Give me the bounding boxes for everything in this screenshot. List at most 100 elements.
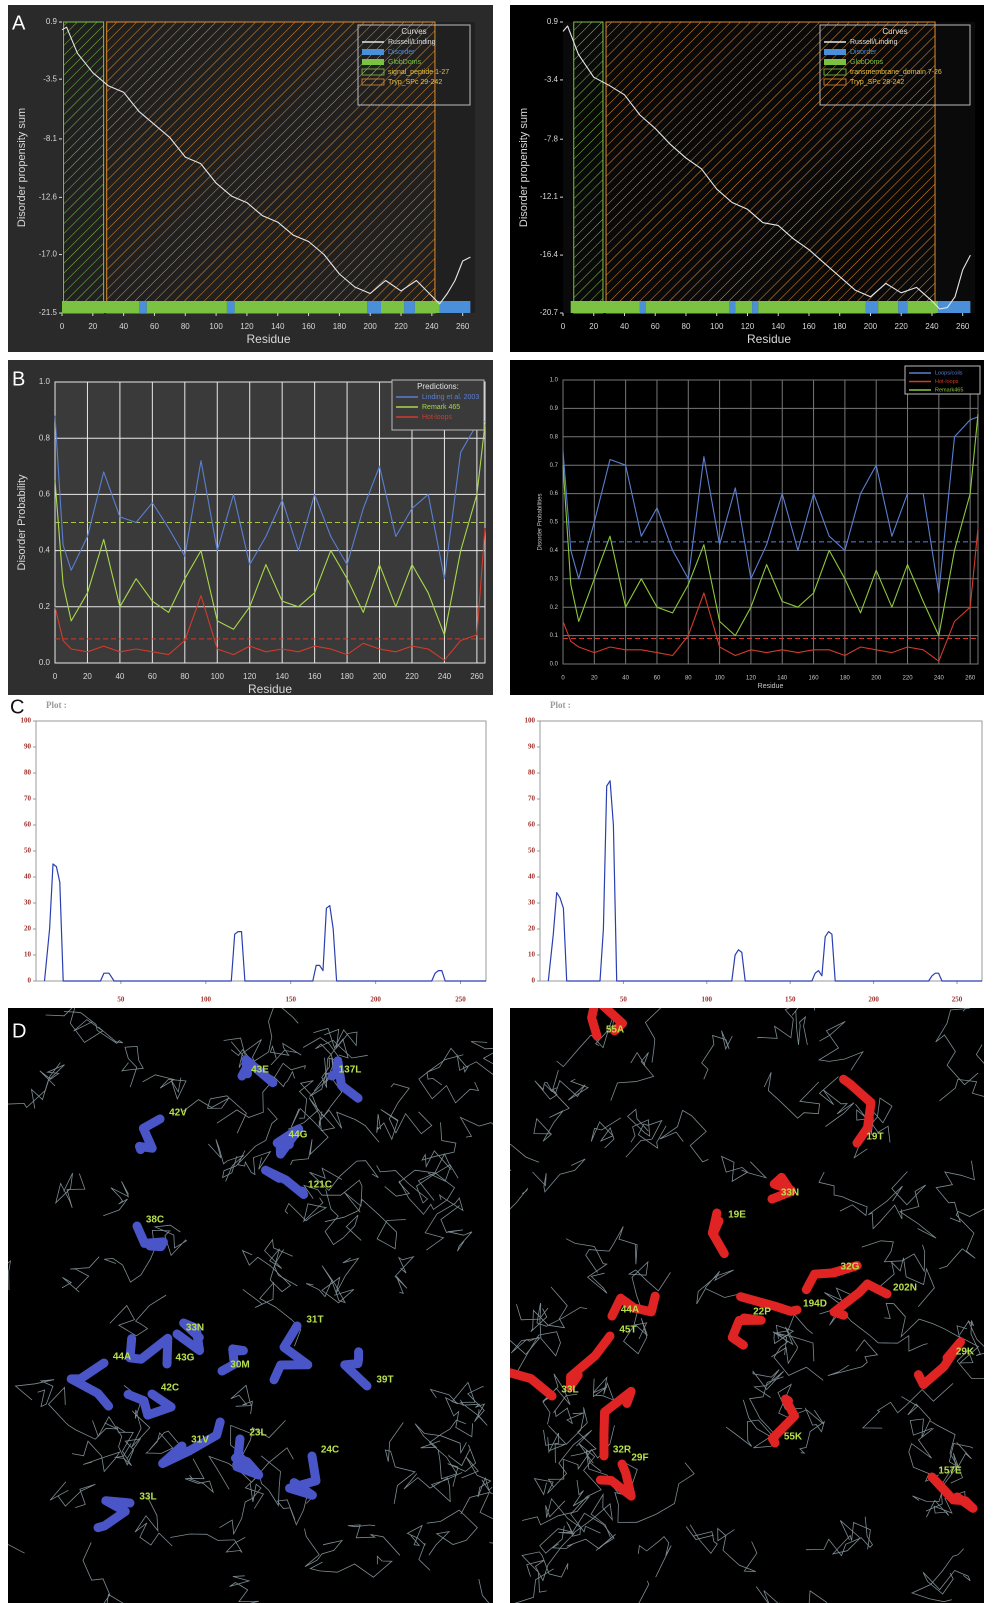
x-tick-label: 80 (180, 672, 189, 681)
residue-stick (599, 1386, 636, 1461)
legend-label: Russell/Linding (850, 39, 898, 46)
x-tick-label: 200 (370, 996, 381, 1004)
x-tick-label: 180 (340, 672, 354, 681)
x-tick-label: 180 (333, 322, 347, 331)
backbone-wire (925, 1442, 972, 1512)
x-tick-label: 250 (455, 996, 466, 1004)
backbone-wire (831, 1520, 871, 1555)
backbone-wire (510, 1188, 529, 1210)
backbone-wire (414, 1423, 467, 1455)
residue-label: 44A (621, 1305, 639, 1316)
residue-label: 157E (938, 1466, 962, 1477)
legend-label: Russell/Linding (388, 39, 436, 46)
domain-segment (639, 301, 647, 313)
backbone-wire (543, 1429, 566, 1463)
backbone-wire (521, 1551, 569, 1593)
y-tick-label: 0.6 (550, 491, 559, 497)
residue-label: 43G (176, 1353, 195, 1364)
backbone-wire (8, 1259, 12, 1291)
backbone-wire (566, 1493, 613, 1538)
backbone-wire (922, 1570, 971, 1595)
backbone-wire (868, 1185, 903, 1230)
backbone-wire (637, 1536, 672, 1578)
backbone-wire (45, 1008, 104, 1044)
y-tick-label: 50 (528, 847, 536, 855)
backbone-wire (55, 1172, 86, 1208)
domain-segment (878, 301, 899, 313)
residue-label: 32G (841, 1262, 860, 1273)
backbone-wire (592, 1376, 615, 1401)
legend-swatch (823, 68, 847, 76)
residue-stick (566, 1331, 615, 1391)
backbone-wire (426, 1047, 469, 1086)
backbone-wire (614, 1462, 695, 1523)
legend-box (391, 379, 485, 431)
residue-stick (340, 1347, 372, 1391)
domain-segment (414, 301, 440, 313)
panel-label: B (12, 368, 25, 390)
domain-segment (62, 301, 140, 313)
y-tick-label: 1.0 (39, 377, 51, 386)
backbone-wire (424, 1193, 464, 1251)
backbone-wire (182, 1095, 247, 1134)
residue-stick (707, 1208, 729, 1259)
x-tick-label: 50 (117, 996, 125, 1004)
series-line (54, 424, 486, 636)
series-line (61, 26, 471, 305)
backbone-wire (309, 1555, 393, 1578)
x-tick-label: 100 (209, 322, 223, 331)
legend-label: signal_peptide 1-27 (388, 69, 449, 76)
residue-label: 194D (803, 1299, 827, 1310)
residue-label: 29K (956, 1347, 975, 1358)
legend-swatch (823, 78, 847, 86)
y-tick-label: -3.4 (544, 75, 558, 84)
backbone-wire (308, 1072, 343, 1132)
backbone-wire (876, 1257, 935, 1308)
legend-label: Linding et al. 2003 (422, 394, 479, 401)
region (605, 21, 936, 314)
legend-box (904, 365, 981, 395)
x-tick-label: 240 (925, 322, 939, 331)
x-tick-label: 60 (654, 676, 661, 682)
x-tick-label: 20 (88, 322, 97, 331)
backbone-wire (384, 1422, 416, 1504)
backbone-wire (771, 1326, 798, 1365)
series-line (54, 415, 486, 580)
backbone-wire (244, 1455, 281, 1509)
x-tick-label: 40 (620, 322, 629, 331)
y-tick-label: 0.2 (39, 602, 51, 611)
structure: 43E 137L 42V 44G 121C 38C 33N 31T 44A 43G 30M 39T 42… (8, 1008, 493, 1603)
x-tick-label: 50 (620, 996, 628, 1004)
x-tick-label: 250 (952, 996, 963, 1004)
legend-swatch (361, 68, 385, 76)
backbone-wire (627, 1260, 671, 1315)
domain-segment (234, 301, 368, 313)
backbone-wire (861, 1240, 926, 1273)
y-tick-label: 0 (532, 977, 536, 985)
residue-label: 42C (161, 1383, 179, 1394)
x-axis-label: Residue (758, 683, 784, 690)
residue-label: 19T (866, 1132, 883, 1143)
legend-label: Remark 465 (422, 404, 460, 411)
backbone-wire (109, 1294, 167, 1337)
x-tick-label: 260 (965, 676, 976, 682)
backbone-wire (644, 1008, 662, 1063)
residue-stick (767, 1394, 799, 1448)
backbone-wire (384, 1152, 451, 1197)
residue-stick (327, 1056, 363, 1103)
y-tick-label: 1.0 (550, 378, 559, 384)
x-tick-label: 20 (589, 322, 598, 331)
residue-label: 121C (308, 1180, 332, 1191)
series-line (562, 527, 979, 662)
backbone-wire (403, 1472, 463, 1503)
y-axis-label: Disorder Probability (16, 474, 28, 570)
y-tick-label: 60 (24, 821, 32, 829)
residue-label: 33N (186, 1323, 204, 1334)
backbone-wire (638, 1580, 650, 1603)
x-tick-label: 20 (591, 676, 598, 682)
backbone-wire (144, 1430, 181, 1454)
backbone-wire (510, 1336, 541, 1355)
backbone-wire (305, 1265, 346, 1304)
y-tick-label: 60 (528, 821, 536, 829)
residue-label: 31T (306, 1315, 323, 1326)
